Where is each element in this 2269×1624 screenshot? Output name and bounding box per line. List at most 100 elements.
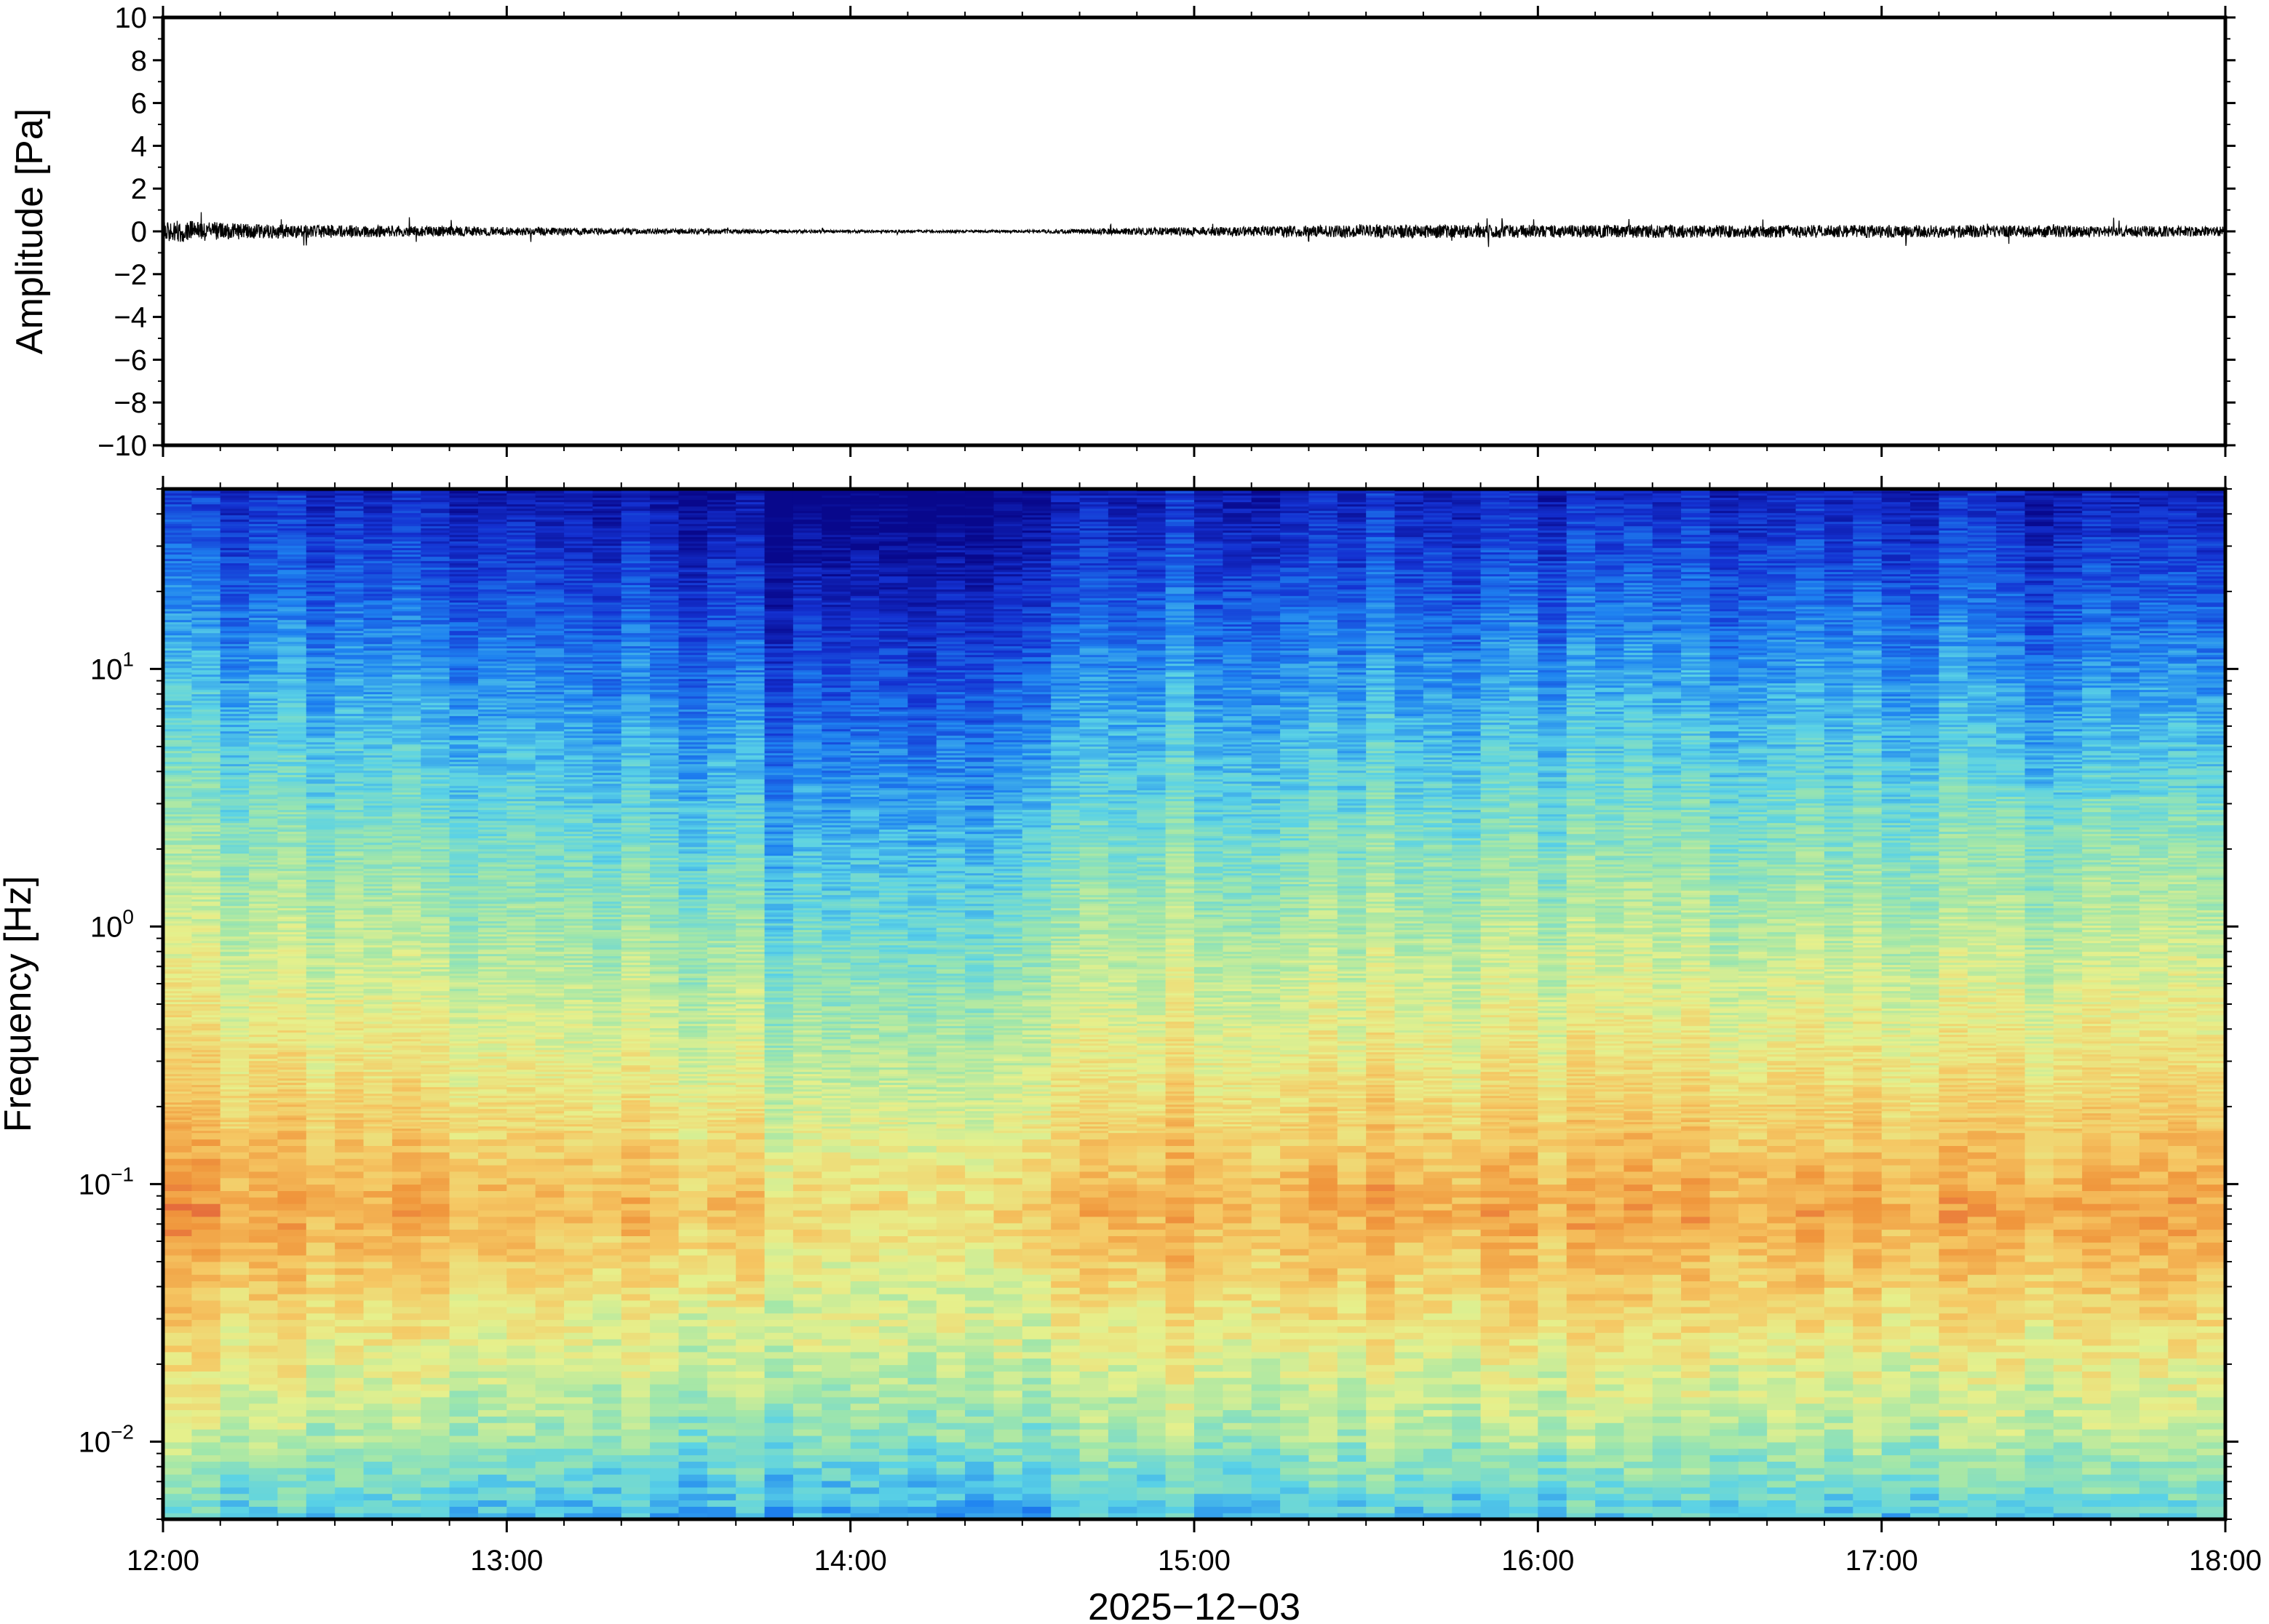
spectrogram-cell <box>277 1242 306 1249</box>
spectrogram-cell <box>163 1409 192 1417</box>
spectrogram-cell <box>364 1449 393 1456</box>
spectrogram-cell <box>506 1397 536 1404</box>
spectrogram-cell <box>277 1404 306 1411</box>
spectrogram-cell <box>421 1371 450 1378</box>
spectrogram-cell <box>163 1474 192 1481</box>
spectrogram-cell <box>191 1320 220 1327</box>
spectrogram-cell <box>450 1203 479 1211</box>
spectrogram-cell <box>163 1332 192 1340</box>
spectrogram-cell <box>249 1409 278 1417</box>
spectrogram-cell <box>478 1416 507 1423</box>
spectrogram-cell <box>506 1300 536 1307</box>
spectrogram-cell <box>506 1178 536 1185</box>
spectrogram-cell <box>163 1133 192 1140</box>
spectrogram-cell <box>335 1165 364 1172</box>
spectrogram-cell <box>421 1339 450 1346</box>
spectrogram-cell <box>277 1468 306 1475</box>
spectrogram-cell <box>277 1230 306 1237</box>
spectrogram-cell <box>277 1139 306 1147</box>
spectrogram-cell <box>220 1230 250 1237</box>
spectrogram-cell <box>277 1339 306 1346</box>
spectrogram-cell <box>392 1339 421 1346</box>
spectrogram-cell <box>478 1390 507 1398</box>
spectrogram-cell <box>506 1171 536 1179</box>
spectrogram-cell <box>249 1481 278 1488</box>
spectrogram-cell <box>421 1281 450 1288</box>
spectrogram-cell <box>506 1230 536 1237</box>
spectrogram-cell <box>450 1307 479 1314</box>
spectrogram-cell <box>191 1249 220 1256</box>
spectrogram-cell <box>306 1500 335 1507</box>
waveform-ylabel: Amplitude [Pa] <box>9 108 51 354</box>
spectrogram-cell <box>478 1404 507 1411</box>
spectrogram-cell <box>536 1190 565 1198</box>
spectrogram-cell <box>249 1474 278 1481</box>
spectrogram-cell <box>421 1133 450 1140</box>
spectrogram-cell <box>163 1500 192 1507</box>
spectrogram-cell <box>536 1165 565 1172</box>
spectrogram-cell <box>450 1468 479 1475</box>
spectrogram-cell <box>249 1158 278 1166</box>
spectrogram-cell <box>364 1384 393 1391</box>
spectrogram-cell <box>364 1320 393 1327</box>
spectrogram-cell <box>306 1468 335 1475</box>
spectrogram-cell <box>392 1409 421 1417</box>
spectrogram-cell <box>536 1429 565 1436</box>
spectrogram-cell <box>220 1300 250 1307</box>
spectrogram-cell <box>536 1178 565 1185</box>
spectrogram-cell <box>191 1171 220 1179</box>
spectrogram-cell <box>450 1481 479 1488</box>
spectrogram-cell <box>392 1506 421 1513</box>
spectrogram-cell <box>364 1268 393 1275</box>
spectrogram-cell <box>220 1242 250 1249</box>
spectrogram-cell <box>163 1235 192 1243</box>
spectrogram-cell <box>392 1404 421 1411</box>
spectrogram-cell <box>421 1474 450 1481</box>
spectrogram-cell <box>306 1326 335 1333</box>
spectrogram-cell <box>506 1468 536 1475</box>
waveform-panel: 1086420−2−4−6−8−10 Amplitude [Pa] <box>9 2 2236 462</box>
spectrogram-cell <box>450 1242 479 1249</box>
spectrogram-cell <box>364 1294 393 1301</box>
spectrogram-cell <box>450 1217 479 1224</box>
spectrogram-cell <box>364 1158 393 1166</box>
spectrogram-cell <box>364 1178 393 1185</box>
spectrogram-cell <box>421 1436 450 1443</box>
spectrogram-cell <box>306 1145 335 1153</box>
spectrogram-cell <box>191 1332 220 1340</box>
spectrogram-cell <box>306 1178 335 1185</box>
spectrogram-cell <box>191 1436 220 1443</box>
spectrogram-cell <box>506 1281 536 1288</box>
waveform-ytick-label: 8 <box>131 45 147 77</box>
spectrogram-cell <box>191 1178 220 1185</box>
spectrogram-cell <box>191 1313 220 1321</box>
spectrogram-cell <box>478 1223 507 1230</box>
spectrogram-cell <box>450 1223 479 1230</box>
spectrogram-cell <box>335 1185 364 1192</box>
spectrogram-cell <box>364 1287 393 1294</box>
spectrogram-cell <box>506 1352 536 1359</box>
spectrogram-cell <box>220 1281 250 1288</box>
spectrogram-cell <box>392 1481 421 1488</box>
spectrogram-cell <box>277 1326 306 1333</box>
spectrogram-cell <box>478 1210 507 1217</box>
spectrogram-cell <box>163 1506 192 1513</box>
spectrogram-cell <box>364 1326 393 1333</box>
spectrogram-cell <box>306 1255 335 1262</box>
spectrogram-cell <box>335 1352 364 1359</box>
spectrogram-cell <box>163 1178 192 1185</box>
spectrogram-cell <box>191 1294 220 1301</box>
spectrogram-cell <box>536 1133 565 1140</box>
spectrogram-cell <box>277 1223 306 1230</box>
spectrogram-cell <box>191 1326 220 1333</box>
spectrogram-cell <box>421 1422 450 1430</box>
spectrogram-cell <box>277 1268 306 1275</box>
spectrogram-cell <box>478 1442 507 1449</box>
spectrogram-cell <box>277 1487 306 1494</box>
spectrogram-cell <box>506 1133 536 1140</box>
spectrogram-cell <box>421 1235 450 1243</box>
spectrogram-cell <box>392 1185 421 1192</box>
spectrogram-cell <box>506 1345 536 1353</box>
spectrogram-cell <box>506 1377 536 1385</box>
spectrogram-cell <box>506 1294 536 1301</box>
